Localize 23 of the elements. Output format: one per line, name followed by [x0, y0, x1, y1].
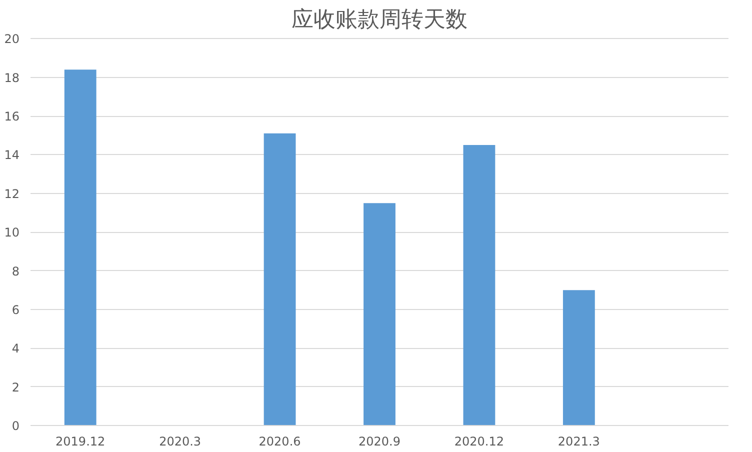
- y-tick-label: 2: [12, 380, 20, 394]
- bar: [364, 203, 396, 426]
- bar: [64, 70, 96, 426]
- y-tick-label: 0: [12, 419, 20, 433]
- x-tick-label: 2020.3: [159, 434, 202, 448]
- bar: [264, 133, 296, 426]
- x-tick-label: 2019.12: [56, 434, 106, 448]
- y-tick-label: 16: [4, 110, 20, 124]
- x-tick-label: 2020.6: [258, 434, 301, 448]
- chart-title: 应收账款周转天数: [292, 8, 468, 32]
- y-tick-label: 12: [4, 186, 20, 201]
- x-tick-label: 2021.3: [558, 434, 600, 448]
- y-tick-label: 6: [12, 302, 20, 317]
- y-tick-label: 4: [12, 342, 20, 356]
- y-tick-label: 8: [12, 264, 20, 278]
- bar: [562, 290, 595, 426]
- y-tick-label: 10: [4, 226, 20, 240]
- y-tick-label: 18: [4, 70, 20, 85]
- x-tick-label: 2020.12: [454, 434, 504, 448]
- bar: [463, 145, 496, 426]
- y-tick-label: 20: [4, 32, 20, 46]
- y-tick-label: 14: [4, 148, 20, 162]
- x-tick-label: 2020.9: [358, 434, 401, 448]
